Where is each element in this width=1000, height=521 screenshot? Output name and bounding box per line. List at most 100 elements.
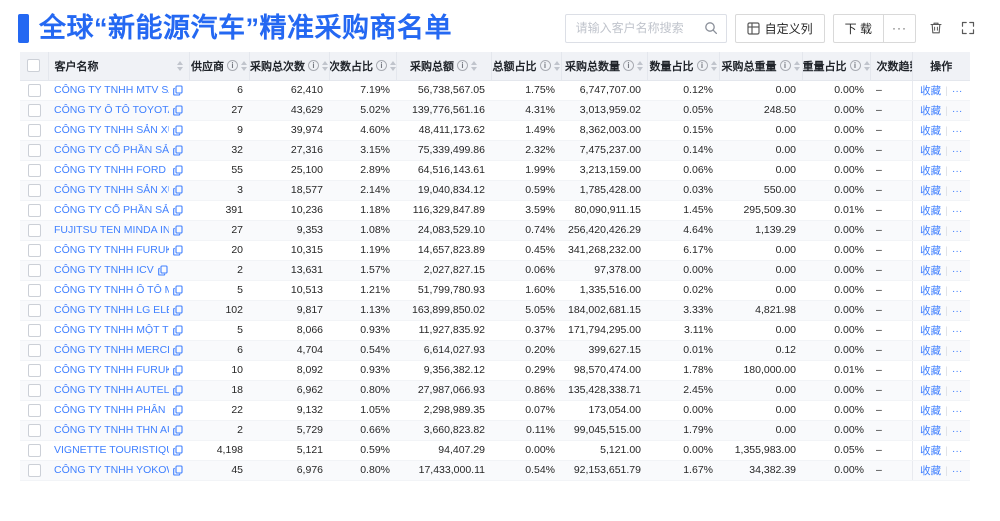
row-checkbox[interactable] [27,163,41,177]
row-checkbox[interactable] [27,263,41,277]
row-more-button[interactable]: ··· [951,184,963,197]
suppliers-value[interactable]: 6 [189,340,249,361]
row-more-button[interactable]: ··· [951,224,963,237]
sort-icon[interactable] [471,60,477,71]
suppliers-value[interactable]: 20 [189,240,249,261]
select-all-checkbox[interactable] [27,59,41,73]
sort-icon[interactable] [176,60,183,71]
customer-name-link[interactable]: CÔNG TY TNHH MTV SẢN XUẤ... [54,84,169,96]
suppliers-value[interactable]: 22 [189,400,249,421]
sort-icon[interactable] [863,60,869,71]
copy-icon[interactable] [173,364,183,376]
row-more-button[interactable]: ··· [951,444,963,457]
favorite-button[interactable]: 收藏 [920,144,942,157]
info-icon[interactable] [849,60,861,72]
copy-icon[interactable] [173,304,183,316]
row-checkbox[interactable] [27,223,41,237]
favorite-button[interactable]: 收藏 [920,364,942,377]
suppliers-value[interactable]: 10 [189,360,249,381]
row-checkbox[interactable] [27,243,41,257]
row-checkbox[interactable] [27,363,41,377]
purchase-times-value[interactable]: 6,962 [249,380,329,401]
copy-icon[interactable] [173,84,183,96]
row-more-button[interactable]: ··· [951,104,963,117]
suppliers-value[interactable]: 9 [189,120,249,141]
purchase-times-value[interactable]: 10,236 [249,200,329,221]
purchase-times-value[interactable]: 62,410 [249,80,329,101]
favorite-button[interactable]: 收藏 [920,424,942,437]
row-more-button[interactable]: ··· [951,204,963,217]
info-icon[interactable] [376,60,387,72]
info-icon[interactable] [623,60,634,72]
row-more-button[interactable]: ··· [951,164,963,177]
copy-icon[interactable] [173,104,183,116]
purchase-times-value[interactable]: 13,631 [249,260,329,281]
purchase-times-value[interactable]: 5,729 [249,420,329,441]
favorite-button[interactable]: 收藏 [920,104,942,117]
customer-name-link[interactable]: CÔNG TY CỔ PHẦN SẢN XUẤT... [54,144,169,156]
search-box[interactable] [564,13,727,43]
download-more-button[interactable]: ··· [884,13,916,43]
copy-icon[interactable] [173,124,183,136]
delete-button[interactable] [924,14,948,43]
fullscreen-button[interactable] [956,14,980,43]
row-checkbox[interactable] [27,443,41,457]
suppliers-value[interactable]: 55 [189,160,249,181]
customer-name-link[interactable]: CÔNG TY TNHH FORD VIỆT NAM [54,164,169,176]
col-suppliers[interactable]: 供应商 [189,52,250,81]
favorite-button[interactable]: 收藏 [920,224,942,237]
suppliers-value[interactable]: 3 [189,180,249,201]
favorite-button[interactable]: 收藏 [920,464,942,477]
favorite-button[interactable]: 收藏 [920,324,942,337]
sort-icon[interactable] [241,60,247,71]
customer-name-link[interactable]: CÔNG TY TNHH SẢN XUẤT VÀ ... [54,184,169,196]
row-checkbox[interactable] [27,183,41,197]
customer-name-link[interactable]: CÔNG TY Ô TÔ TOYOTA VIỆT ... [54,104,169,116]
purchase-times-value[interactable]: 25,100 [249,160,329,181]
customer-name-link[interactable]: CÔNG TY TNHH PHÂN PHỐI T... [54,404,169,416]
suppliers-value[interactable]: 27 [189,100,249,121]
favorite-button[interactable]: 收藏 [920,304,942,317]
row-more-button[interactable]: ··· [951,144,963,157]
purchase-times-value[interactable]: 4,704 [249,340,329,361]
favorite-button[interactable]: 收藏 [920,264,942,277]
favorite-button[interactable]: 收藏 [920,204,942,217]
suppliers-value[interactable]: 27 [189,220,249,241]
col-total-quantity[interactable]: 采购总数量 [561,52,648,81]
row-more-button[interactable]: ··· [951,284,963,297]
customer-name-link[interactable]: CÔNG TY TNHH Ô TÔ MITSUBI... [54,284,169,296]
sort-icon[interactable] [553,60,560,71]
row-checkbox[interactable] [27,323,41,337]
copy-icon[interactable] [173,424,183,436]
col-weight-pct[interactable]: 重量占比 [802,52,871,81]
suppliers-value[interactable]: 4,198 [189,440,249,461]
col-customer-name[interactable]: 客户名称 [48,52,190,81]
suppliers-value[interactable]: 2 [189,260,249,281]
customer-name-link[interactable]: CÔNG TY TNHH LG ELECTRON... [54,304,169,316]
info-icon[interactable] [457,60,468,72]
copy-icon[interactable] [173,204,183,216]
favorite-button[interactable]: 收藏 [920,124,942,137]
info-icon[interactable] [696,60,708,72]
row-checkbox[interactable] [27,103,41,117]
row-more-button[interactable]: ··· [951,84,963,97]
copy-icon[interactable] [173,184,183,196]
suppliers-value[interactable]: 5 [189,320,249,341]
purchase-times-value[interactable]: 9,817 [249,300,329,321]
col-amount-pct[interactable]: 总额占比 [491,52,562,81]
col-quantity-pct[interactable]: 数量占比 [647,52,720,81]
favorite-button[interactable]: 收藏 [920,444,942,457]
sort-icon[interactable] [637,60,643,71]
copy-icon[interactable] [173,404,183,416]
sort-icon[interactable] [793,60,800,71]
row-checkbox[interactable] [27,343,41,357]
col-times-pct[interactable]: 次数占比 [329,52,397,81]
customer-name-link[interactable]: CÔNG TY TNHH MỘT THÀNH V... [54,324,169,336]
suppliers-value[interactable]: 18 [189,380,249,401]
copy-icon[interactable] [173,164,183,176]
customer-name-link[interactable]: CÔNG TY TNHH ICV [54,264,154,276]
info-icon[interactable] [308,60,319,72]
customer-name-link[interactable]: CÔNG TY TNHH FURUKAWA A... [54,364,169,376]
copy-icon[interactable] [173,284,183,296]
purchase-times-value[interactable]: 27,316 [249,140,329,161]
